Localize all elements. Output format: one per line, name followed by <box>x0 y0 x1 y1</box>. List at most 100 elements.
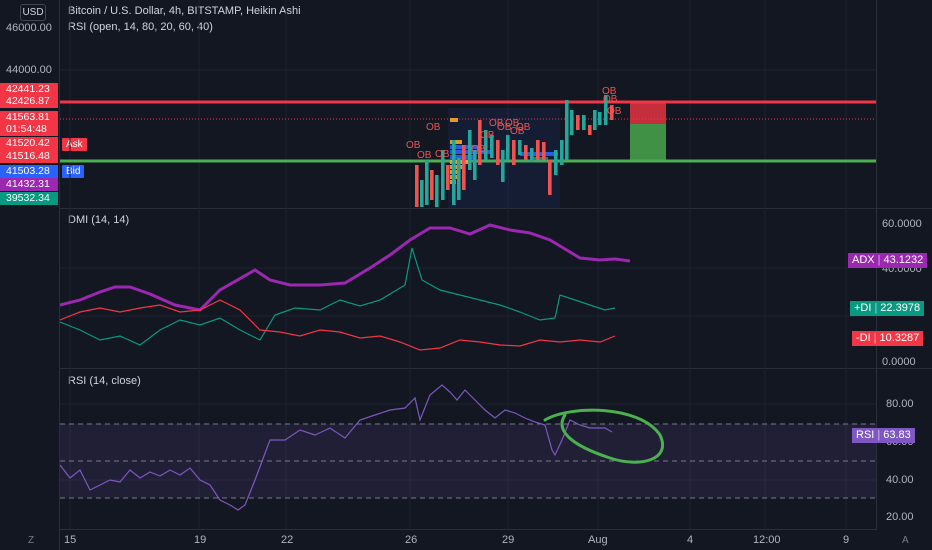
ob-label: OB <box>406 140 421 151</box>
ob-label: OB <box>426 122 441 133</box>
ob-label: OB <box>510 126 525 137</box>
candle <box>576 115 580 130</box>
candle <box>530 148 534 162</box>
price-tag: 39532.34 <box>0 192 58 205</box>
candle <box>582 115 586 130</box>
adx-value: 43.1232 <box>883 254 924 266</box>
candle <box>473 150 477 180</box>
price-tag: 41432.31 <box>0 178 58 191</box>
ob-label: OB <box>471 144 486 155</box>
rsi-tick-80: 80.00 <box>886 398 914 410</box>
candles <box>415 95 614 207</box>
candle <box>518 140 522 155</box>
pane-separator-2[interactable] <box>60 368 932 369</box>
date-label-26: 26 <box>405 534 418 546</box>
date-label-1200: 12:00 <box>753 534 781 546</box>
date-label-9: 9 <box>843 534 850 546</box>
ob-label: OB <box>516 122 531 133</box>
dmi-tick-60: 60.0000 <box>882 218 922 230</box>
candle <box>501 150 505 182</box>
candle <box>565 100 569 160</box>
candle <box>604 95 608 125</box>
candle <box>598 112 602 125</box>
candle <box>536 140 540 160</box>
candle <box>524 145 528 160</box>
candle <box>435 175 439 207</box>
candle <box>484 130 488 160</box>
plus-di-line <box>60 247 616 346</box>
date-label-19: 19 <box>194 534 207 546</box>
adx-line <box>60 223 631 312</box>
take-profit-zone <box>630 124 666 161</box>
rsi-line <box>60 384 613 511</box>
pane-separator-1[interactable] <box>60 208 932 209</box>
candle <box>446 165 450 190</box>
rsi-indicator-legend[interactable]: RSI (open, 14, 80, 20, 60, 40) <box>68 21 213 33</box>
ob-label: OB <box>505 118 520 129</box>
ob-label: OB <box>602 86 617 97</box>
bid-label: Bid <box>62 165 85 178</box>
rsi-value-tag: RSI | 63.83 <box>852 428 915 443</box>
price-tag: 41503.28 <box>0 165 58 178</box>
date-label-22: 22 <box>281 534 294 546</box>
price-tag: 01:54:48 <box>0 123 58 136</box>
candle <box>512 140 516 165</box>
candle <box>496 140 500 165</box>
date-label-4: 4 <box>687 534 694 546</box>
ob-label: OB <box>607 106 622 117</box>
price-tick-46000: 46000.00 <box>6 22 52 34</box>
stop-loss-zone <box>630 102 666 124</box>
candle <box>548 160 552 195</box>
minus-di-value: 10.3287 <box>879 332 920 344</box>
main-chart-title[interactable]: Bitcoin / U.S. Dollar, 4h, BITSTAMP, Hei… <box>68 5 301 17</box>
candle <box>420 180 424 207</box>
ob-label: OB <box>417 150 432 161</box>
candle <box>457 158 461 200</box>
ob-label: OB <box>435 149 450 160</box>
candle <box>593 110 597 130</box>
plus-di-name: +DI <box>854 302 872 314</box>
candle <box>542 142 546 160</box>
currency-selector[interactable]: USD <box>20 4 46 21</box>
candle <box>430 170 434 200</box>
price-tag: 42441.23 <box>0 83 58 96</box>
adx-value-tag: ADX | 43.1232 <box>848 253 928 268</box>
ob-label: OB <box>489 118 504 129</box>
auto-scale-button[interactable]: A <box>902 535 909 546</box>
rsi-tick-20: 20.00 <box>886 511 914 523</box>
ask-label: Ask <box>62 138 87 151</box>
date-label-aug: Aug <box>588 534 608 546</box>
ob-label: OB <box>497 122 512 133</box>
date-label-29: 29 <box>502 534 515 546</box>
candle <box>415 165 419 207</box>
rsi-tick-40: 40.00 <box>886 474 914 486</box>
rsi-annotation-circle <box>543 408 664 464</box>
candle <box>462 145 466 190</box>
candle <box>452 140 456 205</box>
dmi-legend[interactable]: DMI (14, 14) <box>68 214 130 226</box>
candle <box>441 150 445 200</box>
candle <box>425 160 429 205</box>
candle <box>560 140 564 165</box>
plus-di-value: 22.3978 <box>880 302 921 314</box>
minus-di-value-tag: -DI | 10.3287 <box>852 331 924 346</box>
candle <box>570 110 574 135</box>
rsi-legend[interactable]: RSI (14, close) <box>68 375 141 387</box>
price-tag: 41520.42 <box>0 137 58 150</box>
timezone-button[interactable]: Z <box>28 535 35 546</box>
dmi-tick-0: 0.0000 <box>882 356 916 368</box>
minus-di-name: -DI <box>856 332 871 344</box>
time-axis[interactable]: 15 19 22 26 29 Aug 4 12:00 9 <box>60 529 876 550</box>
plus-di-value-tag: +DI | 22.3978 <box>850 301 925 316</box>
ob-label: OB <box>603 94 618 105</box>
price-tick-44000: 44000.00 <box>6 64 52 76</box>
candle <box>490 135 494 158</box>
adx-name: ADX <box>852 254 875 266</box>
ob-label: OB <box>480 130 495 141</box>
candle <box>478 120 482 165</box>
price-tag: 41516.48 <box>0 150 58 163</box>
candle <box>588 125 592 135</box>
minus-di-line <box>60 299 616 351</box>
